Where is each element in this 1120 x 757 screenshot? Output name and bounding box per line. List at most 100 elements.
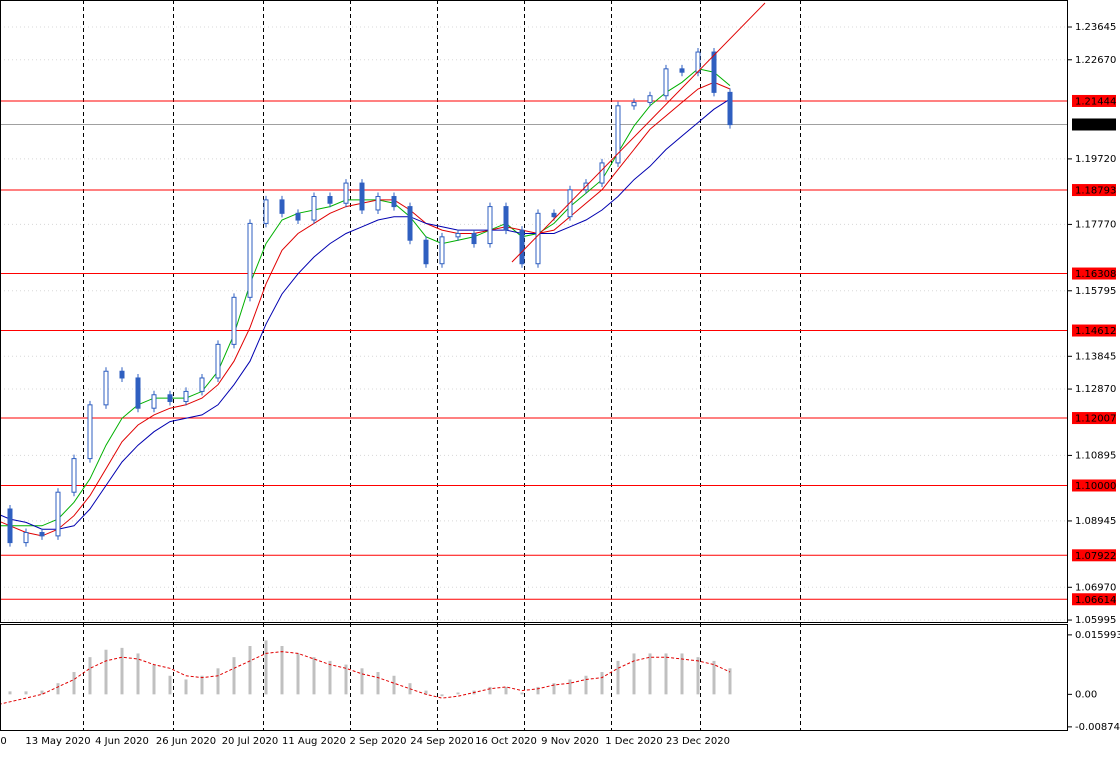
candle <box>167 394 173 402</box>
macd-bar <box>632 653 636 695</box>
macd-bar <box>360 668 364 695</box>
macd-bar <box>136 653 140 695</box>
level-badge <box>1072 593 1116 606</box>
y-tick-label: 1.12870 <box>1075 384 1116 395</box>
macd-bar <box>520 692 524 695</box>
x-tick-label: 24 Sep 2020 <box>410 736 473 747</box>
candle <box>487 206 493 245</box>
macd-bar <box>616 660 620 695</box>
macd-bar <box>456 692 460 695</box>
macd-bar <box>248 646 252 695</box>
candle <box>359 182 365 211</box>
macd-bar <box>568 679 572 695</box>
y-tick-label: 1.22670 <box>1075 55 1116 66</box>
macd-bar <box>648 653 652 695</box>
x-tick-label: 2 Sep 2020 <box>349 736 406 747</box>
level-label: 1.18793 <box>1075 186 1116 197</box>
candle <box>231 296 237 345</box>
macd-tick-label: 0.015993 <box>1075 630 1120 641</box>
macd-bar <box>488 686 492 695</box>
candle <box>647 95 653 103</box>
x-tick-label: 16 Oct 2020 <box>475 736 537 747</box>
candle <box>343 182 349 204</box>
candle <box>311 196 317 221</box>
candle <box>439 236 445 265</box>
candle <box>711 51 717 93</box>
candle <box>247 222 253 298</box>
candle <box>119 370 125 379</box>
level-label: 1.21444 <box>1075 96 1116 107</box>
macd-bar <box>232 657 236 695</box>
candle <box>503 206 509 231</box>
candle <box>471 232 477 245</box>
macd-bar <box>56 683 60 695</box>
candle <box>295 212 301 221</box>
macd-bar <box>696 657 700 695</box>
candle <box>535 212 541 265</box>
level-label: 1.10000 <box>1075 481 1116 492</box>
level-badge <box>1072 267 1116 280</box>
candle <box>39 532 45 537</box>
axes: 1.23645 1.22670 1.19720 1.17770 1.15795 1.138… <box>0 22 1120 747</box>
candle <box>727 91 733 126</box>
macd-bar <box>680 653 684 695</box>
candle <box>423 239 429 265</box>
macd-bar <box>504 686 508 695</box>
level-badge <box>1072 549 1116 562</box>
x-tick-label: 11 Aug 2020 <box>282 736 346 747</box>
level-label: 1.14612 <box>1075 326 1116 337</box>
y-tick-label: 1.06970 <box>1075 582 1116 593</box>
level-badge <box>1072 479 1116 492</box>
x-tick-label: 9 Nov 2020 <box>541 736 599 747</box>
candle <box>391 196 397 208</box>
macd-bar <box>440 694 444 697</box>
macd-bar <box>376 672 380 695</box>
price-label: 1.20744 <box>1075 120 1116 131</box>
macd-bar <box>424 690 428 695</box>
macd-signal <box>0 651 731 705</box>
candle <box>407 206 413 241</box>
price-pane <box>0 48 1068 600</box>
level-label: 1.06614 <box>1075 595 1116 606</box>
period-separators <box>83 0 801 730</box>
macd-pane <box>0 640 732 705</box>
candle <box>215 343 221 379</box>
macd-bar <box>24 691 28 695</box>
macd-pane-border <box>0 624 1068 731</box>
y-tick-label: 1.08945 <box>1075 516 1116 527</box>
y-tick-label: 1.10895 <box>1075 450 1116 461</box>
x-tick-label: 1 Dec 2020 <box>605 736 663 747</box>
level-badge <box>1072 324 1116 337</box>
candle <box>327 196 333 204</box>
macd-bar <box>280 646 284 695</box>
x-tick-label: 4 Jun 2020 <box>95 736 149 747</box>
macd-bar <box>8 691 12 695</box>
macd-bar <box>200 675 204 695</box>
candle <box>199 377 205 392</box>
candle <box>151 394 157 409</box>
candle <box>551 212 557 218</box>
candle <box>519 229 525 265</box>
candle <box>71 458 77 493</box>
candle <box>279 199 285 214</box>
candle <box>455 232 461 238</box>
macd-bar <box>392 675 396 695</box>
y-tick-label: 1.19720 <box>1075 154 1116 165</box>
candle <box>679 68 685 73</box>
level-badge <box>1072 94 1116 107</box>
candle <box>599 162 605 184</box>
candle <box>631 101 637 107</box>
candle <box>7 508 13 544</box>
candle <box>135 377 141 409</box>
macd-bar <box>120 647 124 695</box>
macd-bar <box>104 649 108 695</box>
macd-bar <box>296 653 300 695</box>
x-tick-label: 20 Jul 2020 <box>222 736 279 747</box>
price-badge <box>1072 118 1116 131</box>
x-tick-label: 13 May 2020 <box>25 736 90 747</box>
x-tick-label: 2020 <box>0 736 7 747</box>
macd-bar <box>584 675 588 695</box>
y-tick-label: 1.23645 <box>1075 22 1116 33</box>
